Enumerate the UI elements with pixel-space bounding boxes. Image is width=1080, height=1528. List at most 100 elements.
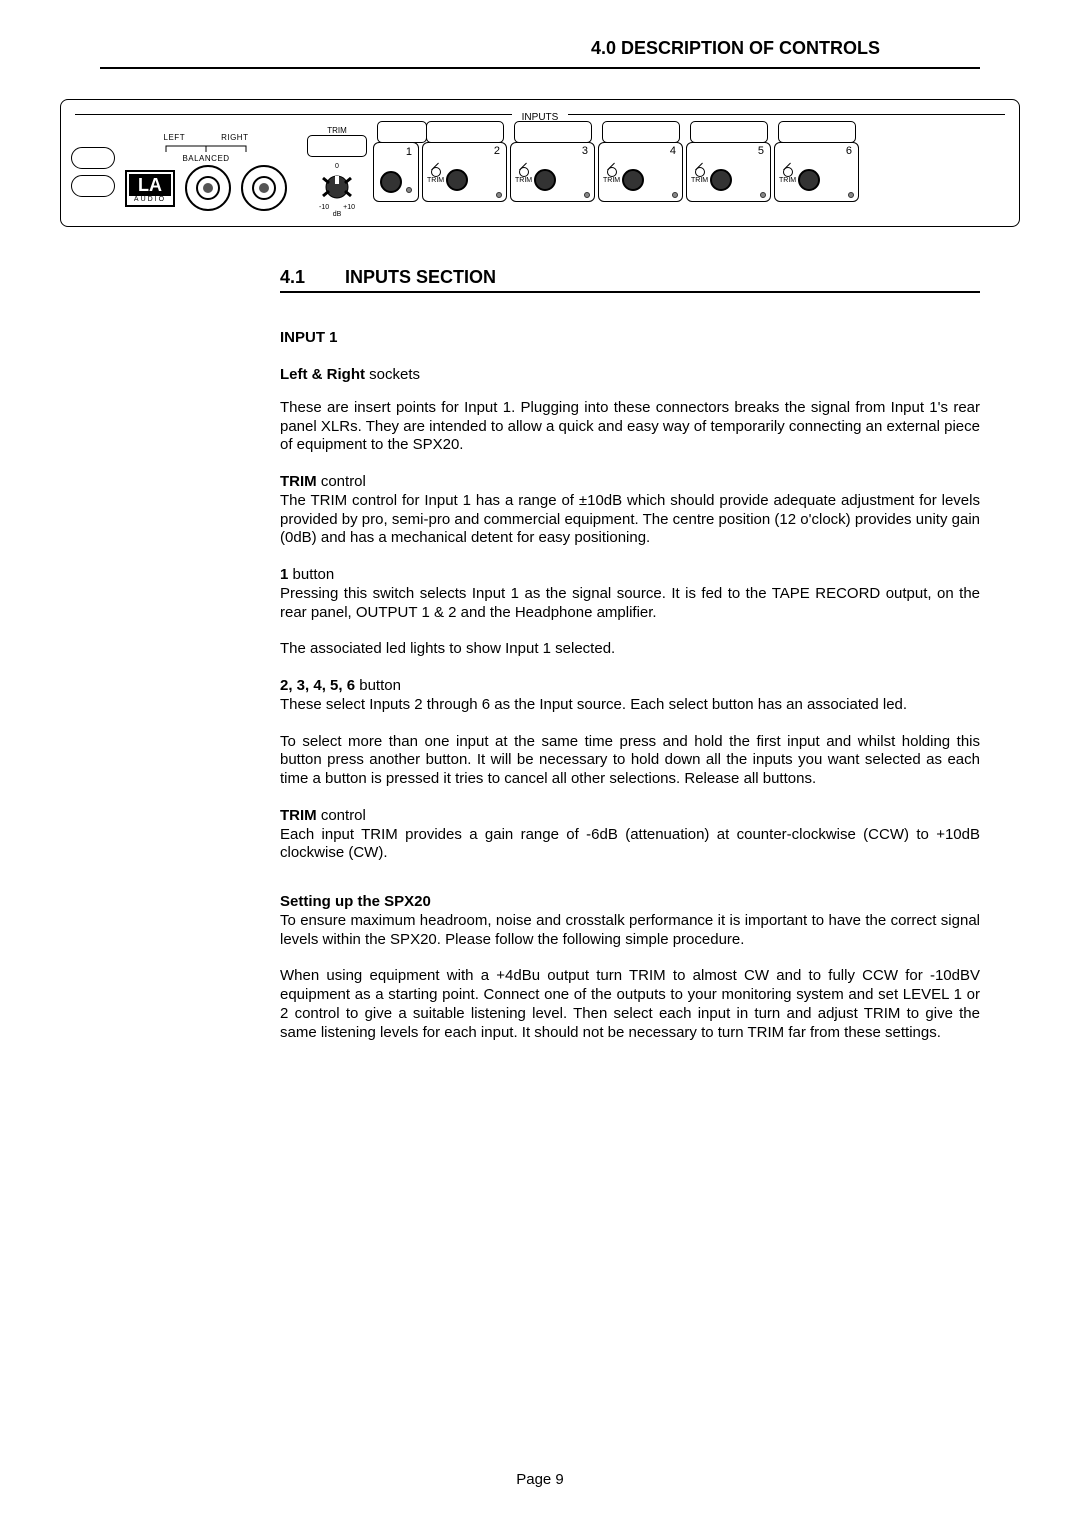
- rect-button: [514, 121, 592, 143]
- trim-db: dB: [333, 211, 342, 218]
- oval-button: [71, 147, 115, 169]
- push-button: [446, 169, 468, 191]
- paragraph: These select Inputs 2 through 6 as the I…: [280, 696, 980, 715]
- button-group-1: 1: [373, 142, 419, 202]
- section-title: INPUTS SECTION: [345, 267, 496, 288]
- led-icon: [406, 187, 412, 193]
- rect-button: [602, 121, 680, 143]
- rect-button: [426, 121, 504, 143]
- trim-label: TRIM: [280, 473, 317, 490]
- small-trim: TRIM: [603, 167, 620, 184]
- push-button: [798, 169, 820, 191]
- paragraph: To ensure maximum headroom, noise and cr…: [280, 912, 980, 950]
- jack-row: LA AUDIO: [125, 165, 287, 211]
- setting-heading: Setting up the SPX20: [280, 893, 980, 912]
- trim-label: TRIM: [779, 177, 796, 184]
- button-group-3: 3 TRIM: [510, 142, 595, 202]
- led-icon: [848, 192, 854, 198]
- oval-button: [71, 175, 115, 197]
- setting-label: Setting up the SPX20: [280, 893, 431, 910]
- buttons-suffix: button: [355, 677, 401, 694]
- trim-label: TRIM: [327, 126, 347, 135]
- trim-knob-icon: [315, 170, 359, 204]
- trim-label: TRIM: [691, 177, 708, 184]
- logo-top: LA: [129, 174, 171, 196]
- push-button: [622, 169, 644, 191]
- trim2-suffix: control: [317, 807, 366, 824]
- small-trim: TRIM: [427, 167, 444, 184]
- main-content: 4.1 INPUTS SECTION INPUT 1 Left & Right …: [280, 267, 980, 1042]
- push-button: [710, 169, 732, 191]
- rect-button: [307, 135, 367, 157]
- jack-socket-left: [185, 165, 231, 211]
- logo-bottom: AUDIO: [134, 196, 166, 203]
- paragraph: When using equipment with a +4dBu output…: [280, 967, 980, 1042]
- inputs-label-row: INPUTS: [71, 108, 1009, 120]
- trim2-label: TRIM: [280, 807, 317, 824]
- led-icon: [496, 192, 502, 198]
- lr-labels: LEFT RIGHT: [164, 133, 249, 142]
- button-number: 2: [494, 145, 500, 157]
- trim-label: TRIM: [515, 177, 532, 184]
- trim-plus: +10: [343, 204, 355, 211]
- paragraph: These are insert points for Input 1. Plu…: [280, 399, 980, 455]
- left-right-block: LEFT RIGHT BALANCED LA AUDIO: [125, 133, 287, 211]
- small-trim: TRIM: [515, 167, 532, 184]
- page-number: Page 9: [0, 1471, 1080, 1488]
- trim-label: TRIM: [603, 177, 620, 184]
- oval-button-pair: [71, 147, 115, 197]
- rect-button: [690, 121, 768, 143]
- trim-knob-icon: [607, 167, 617, 177]
- button-group-2: 2 TRIM: [422, 142, 507, 202]
- trim-label: TRIM: [427, 177, 444, 184]
- trim-knob-icon: [695, 167, 705, 177]
- led-icon: [584, 192, 590, 198]
- trim-heading: TRIM control: [280, 473, 980, 492]
- lr-sockets-heading: Left & Right sockets: [280, 366, 980, 385]
- button-number: 6: [846, 145, 852, 157]
- bracket-icon: [156, 144, 256, 152]
- button1-suffix: button: [288, 566, 334, 583]
- lr-sockets-label: Left & Right: [280, 366, 365, 383]
- button-number: 1: [406, 146, 412, 158]
- button-group-6: 6 TRIM: [774, 142, 859, 202]
- page-header: 4.0 DESCRIPTION OF CONTROLS: [100, 0, 980, 69]
- buttons-row: 1 2 TRIM 3: [373, 142, 859, 202]
- balanced-label: BALANCED: [182, 154, 229, 163]
- trim-zero: 0: [335, 163, 339, 170]
- small-trim: TRIM: [779, 167, 796, 184]
- trim-suffix: control: [317, 473, 366, 490]
- input1-heading: INPUT 1: [280, 329, 980, 346]
- paragraph: Pressing this switch selects Input 1 as …: [280, 585, 980, 623]
- paragraph: The TRIM control for Input 1 has a range…: [280, 492, 980, 548]
- push-button: [380, 171, 402, 193]
- button-number: 5: [758, 145, 764, 157]
- paragraph: The associated led lights to show Input …: [280, 640, 980, 659]
- button1-heading: 1 button: [280, 566, 980, 585]
- inputs-diagram: INPUTS LEFT RIGHT BALANCED LA AUDIO: [60, 99, 1020, 227]
- diagram-row: LEFT RIGHT BALANCED LA AUDIO TRIM 0: [71, 126, 1009, 218]
- section-number: 4.1: [280, 267, 305, 288]
- buttons-heading: 2, 3, 4, 5, 6 button: [280, 677, 980, 696]
- trim-knob-icon: [783, 167, 793, 177]
- section-header: 4.1 INPUTS SECTION: [280, 267, 980, 293]
- trim-knob-block: TRIM 0 -10 +10 dB: [307, 126, 367, 218]
- paragraph: To select more than one input at the sam…: [280, 733, 980, 789]
- jack-socket-right: [241, 165, 287, 211]
- lr-sockets-suffix: sockets: [365, 366, 420, 383]
- rect-button: [778, 121, 856, 143]
- button-group-4: 4 TRIM: [598, 142, 683, 202]
- rect-button: [377, 121, 427, 143]
- header-title: 4.0 DESCRIPTION OF CONTROLS: [100, 38, 880, 59]
- push-button: [534, 169, 556, 191]
- left-label: LEFT: [164, 133, 186, 142]
- right-label: RIGHT: [221, 133, 248, 142]
- trim2-heading: TRIM control: [280, 807, 980, 826]
- trim-knob-icon: [431, 167, 441, 177]
- led-icon: [672, 192, 678, 198]
- paragraph: Each input TRIM provides a gain range of…: [280, 826, 980, 864]
- trim-minus: -10: [319, 204, 329, 211]
- button-number: 4: [670, 145, 676, 157]
- buttons-label: 2, 3, 4, 5, 6: [280, 677, 355, 694]
- button-number: 3: [582, 145, 588, 157]
